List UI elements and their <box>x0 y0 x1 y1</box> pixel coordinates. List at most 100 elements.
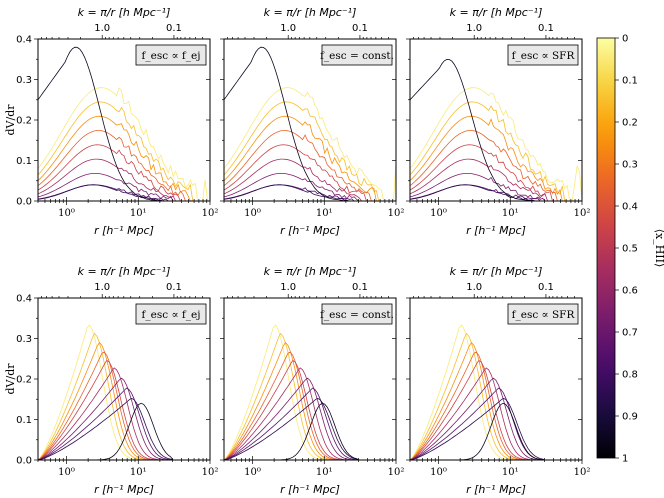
panel-label-box <box>507 44 579 66</box>
series-line-x85 <box>224 184 396 201</box>
panel-top-right: 10⁰ 10¹ 10² r [h⁻¹ Mpc] 1.0 0.1 k = π/r [h Mpc… <box>406 6 590 237</box>
top-axis: 1.0 0.1 k = π/r [h Mpc⁻¹] <box>227 6 389 39</box>
series-line-x45 <box>38 359 210 460</box>
top-axis: 1.0 0.1 k = π/r [h Mpc⁻¹] <box>41 6 203 39</box>
x-tick-label: 10⁰ <box>244 208 261 219</box>
top-tick-label: 0.1 <box>166 282 182 293</box>
panel-label-box <box>321 44 393 66</box>
series-line-x85 <box>224 397 396 460</box>
x-tick-label: 10¹ <box>316 467 333 478</box>
panel-label: f_esc = const. <box>320 309 394 321</box>
y-tick-label: 0.3 <box>16 75 32 86</box>
x-axis-label: r [h⁻¹ Mpc] <box>280 483 340 496</box>
y-tick-label: 0.1 <box>16 156 32 167</box>
top-tick-label: 0.1 <box>538 282 554 293</box>
series-line-x5 <box>410 87 582 201</box>
top-axis: 1.0 0.1 k = π/r [h Mpc⁻¹] <box>41 265 203 298</box>
series-line-x25 <box>410 341 582 460</box>
panel-bottom-left: 10⁰ 10¹ 10² r [h⁻¹ Mpc] 1.0 0.1 k = π/r [h Mpc… <box>4 265 218 496</box>
panel-label: f_esc ∝ SFR <box>512 309 576 321</box>
series-line-x95 <box>410 402 582 460</box>
series-line-x65 <box>38 377 210 460</box>
x-axis: 10⁰ 10¹ 10² r [h⁻¹ Mpc] <box>37 456 219 496</box>
colorbar-tick-label: 0.2 <box>622 118 638 129</box>
series-line-x15 <box>38 101 210 201</box>
series-line-x85 <box>410 397 582 460</box>
series-line-x15 <box>224 332 396 460</box>
colorbar-tick-label: 0.7 <box>622 328 638 339</box>
x-tick-label: 10² <box>202 467 219 478</box>
top-axis-label: k = π/r [h Mpc⁻¹] <box>78 6 171 19</box>
series-line-x35 <box>38 130 210 201</box>
top-tick-label: 0.1 <box>352 282 368 293</box>
top-axis-label: k = π/r [h Mpc⁻¹] <box>450 265 543 278</box>
colorbar: 0 0.1 0.2 0.3 0.4 0.5 0.6 0.7 0.8 0.9 1 ⟨x_HII⟩ <box>596 34 664 465</box>
x-tick-label: 10² <box>574 208 591 219</box>
series-line-x25 <box>38 115 210 201</box>
top-tick-label: 0.1 <box>166 23 182 34</box>
x-axis-label: r [h⁻¹ Mpc] <box>466 483 526 496</box>
series-line-x55 <box>38 158 210 201</box>
x-tick-label: 10⁰ <box>58 467 75 478</box>
series-line-x65 <box>38 173 210 201</box>
x-tick-label: 10² <box>388 467 405 478</box>
series-line-x25 <box>410 115 582 201</box>
top-axis: 1.0 0.1 k = π/r [h Mpc⁻¹] <box>413 6 575 39</box>
panel-label: f_esc = const. <box>320 50 394 62</box>
series-line-x5 <box>38 324 210 460</box>
y-axis <box>220 38 396 202</box>
y-axis-label: dV/dr <box>4 104 17 136</box>
top-axis-label: k = π/r [h Mpc⁻¹] <box>264 265 357 278</box>
series-line-x85 <box>38 184 210 201</box>
series-line-x95 <box>224 46 396 201</box>
series-line-x25 <box>224 115 396 201</box>
series-line-x25 <box>224 341 396 460</box>
y-tick-label: 0.1 <box>16 415 32 426</box>
y-tick-label: 0.2 <box>16 116 32 127</box>
x-tick-label: 10¹ <box>130 467 147 478</box>
series-line-x55 <box>410 158 582 201</box>
series-line-x45 <box>410 144 582 201</box>
y-tick-label: 0.0 <box>16 456 32 467</box>
series-line-x5 <box>38 87 210 201</box>
x-tick-label: 10⁰ <box>430 467 447 478</box>
top-tick-label: 1.0 <box>466 282 482 293</box>
y-tick-label: 0.4 <box>16 294 32 305</box>
x-tick-label: 10¹ <box>502 208 519 219</box>
series-line-x45 <box>224 359 396 460</box>
panel-label: f_esc ∝ f_ej <box>141 50 200 62</box>
top-axis: 1.0 0.1 k = π/r [h Mpc⁻¹] <box>413 265 575 298</box>
x-tick-label: 10⁰ <box>430 208 447 219</box>
x-tick-label: 10¹ <box>130 208 147 219</box>
x-tick-label: 10⁰ <box>244 467 261 478</box>
x-axis: 10⁰ 10¹ 10² r [h⁻¹ Mpc] <box>409 197 591 237</box>
y-axis <box>406 38 582 202</box>
colorbar-tick-label: 0.6 <box>622 286 638 297</box>
x-tick-label: 10¹ <box>502 467 519 478</box>
top-tick-label: 1.0 <box>94 23 110 34</box>
top-tick-label: 1.0 <box>94 282 110 293</box>
x-axis-label: r [h⁻¹ Mpc] <box>466 224 526 237</box>
top-tick-label: 0.1 <box>538 23 554 34</box>
x-tick-label: 10¹ <box>316 208 333 219</box>
series-line-x45 <box>224 144 396 201</box>
series-line-x95 <box>38 46 210 201</box>
series-line-x35 <box>38 351 210 460</box>
colorbar-gradient <box>596 37 616 459</box>
x-axis-label: r [h⁻¹ Mpc] <box>280 224 340 237</box>
series-line-x75 <box>224 387 396 460</box>
series-line-x15 <box>410 332 582 460</box>
series-line-x5 <box>224 324 396 460</box>
colorbar-label: ⟨x_HII⟩ <box>653 229 664 268</box>
x-tick-label: 10² <box>202 208 219 219</box>
panel-label-box <box>135 44 207 66</box>
x-axis: 10⁰ 10¹ 10² r [h⁻¹ Mpc] <box>223 197 404 237</box>
series-group <box>38 324 210 460</box>
series-group <box>224 324 396 460</box>
series-line-x55 <box>224 158 396 201</box>
x-axis: 10⁰ 10¹ 10² r [h⁻¹ Mpc] <box>409 456 590 496</box>
series-group <box>410 58 582 201</box>
x-axis-label: r [h⁻¹ Mpc] <box>94 224 154 237</box>
panel-bottom-right: 10⁰ 10¹ 10² r [h⁻¹ Mpc] 1.0 0.1 k = π/r [h Mpc… <box>406 265 590 496</box>
